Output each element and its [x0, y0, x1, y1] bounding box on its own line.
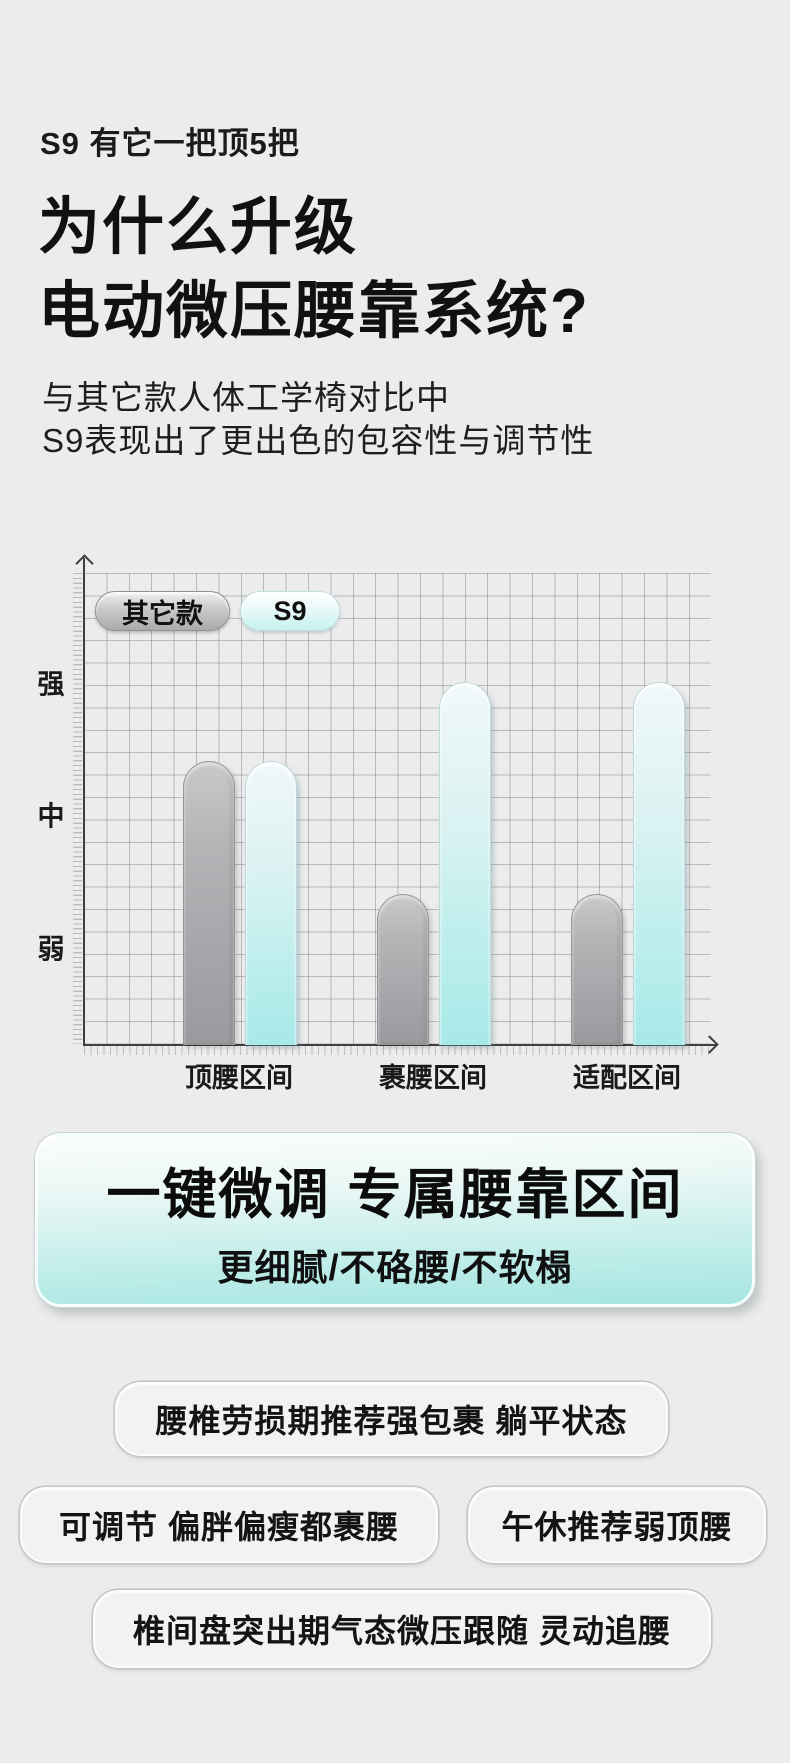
x-axis-line — [83, 1044, 716, 1046]
feature-pill-nap: 午休推荐弱顶腰 — [468, 1487, 766, 1563]
y-axis-arrow-icon — [75, 554, 94, 573]
legend-pill-other: 其它款 — [95, 591, 230, 631]
page-title-line2: 电动微压腰靠系统? — [38, 277, 590, 346]
x-axis-label: 顶腰区间 — [185, 1063, 293, 1093]
x-axis-label: 适配区间 — [573, 1063, 681, 1093]
bar-s9-1 — [245, 761, 297, 1045]
x-axis-label: 裹腰区间 — [379, 1063, 487, 1093]
banner-title: 一键微调 专属腰靠区间 — [106, 1164, 684, 1225]
y-axis-label: 强 — [37, 669, 65, 699]
page-subtitle: 与其它款人体工学椅对比中 S9表现出了更出色的包容性与调节性 — [42, 376, 594, 462]
page-subtitle-line2: S9表现出了更出色的包容性与调节性 — [42, 422, 595, 459]
bar-s9-3 — [633, 681, 685, 1045]
bar-other-1 — [183, 761, 235, 1045]
feature-pill-strong-wrap: 腰椎劳损期推荐强包裹 躺平状态 — [115, 1382, 668, 1456]
feature-pill-label: 椎间盘突出期气态微压跟随 灵动追腰 — [133, 1613, 671, 1649]
y-axis-line — [83, 558, 85, 1046]
y-axis-label: 弱 — [37, 934, 65, 964]
feature-pill-label: 腰椎劳损期推荐强包裹 躺平状态 — [155, 1403, 628, 1439]
y-axis-ruler-ticks — [73, 573, 82, 1044]
feature-pill-adjustable: 可调节 偏胖偏瘦都裹腰 — [20, 1487, 438, 1563]
kicker-text: S9 有它一把顶5把 — [40, 126, 300, 161]
feature-pill-label: 可调节 偏胖偏瘦都裹腰 — [59, 1509, 399, 1545]
page-title-line1: 为什么升级 — [38, 193, 359, 262]
banner-subtitle: 更细腻/不硌腰/不软榻 — [217, 1246, 573, 1288]
y-axis-label: 中 — [37, 801, 65, 832]
bar-other-2 — [377, 893, 429, 1045]
legend-pill-s9: S9 — [240, 591, 340, 631]
page-subtitle-line1: 与其它款人体工学椅对比中 — [42, 379, 450, 416]
feature-pill-follow: 椎间盘突出期气态微压跟随 灵动追腰 — [93, 1590, 711, 1668]
highlight-banner: 一键微调 专属腰靠区间 更细腻/不硌腰/不软榻 — [35, 1133, 755, 1307]
x-axis-ruler-ticks — [84, 1046, 711, 1055]
bar-s9-2 — [439, 681, 491, 1045]
page-title: 为什么升级 电动微压腰靠系统? — [38, 186, 590, 354]
bar-other-3 — [571, 893, 623, 1045]
feature-pill-label: 午休推荐弱顶腰 — [501, 1509, 733, 1545]
